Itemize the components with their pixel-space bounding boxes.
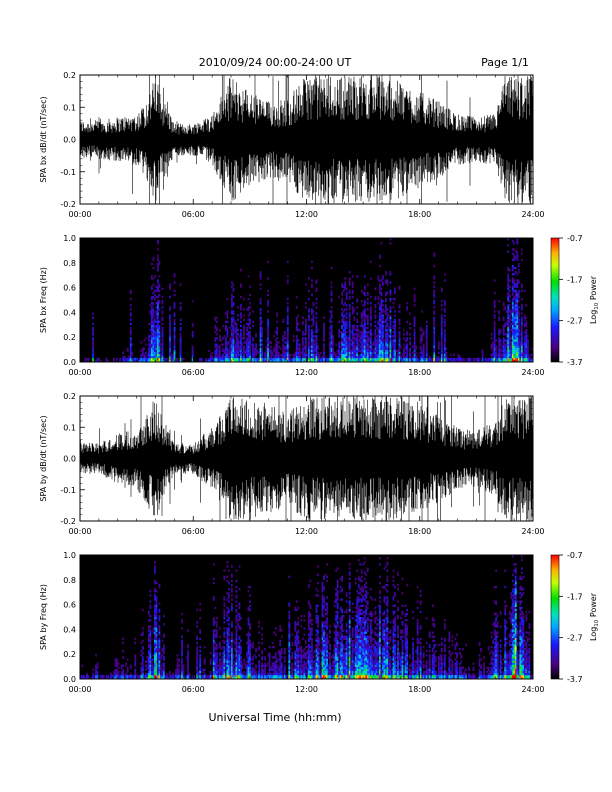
colorbar-bx: -0.7 -1.7 -2.7 -3.7 Log10 Power xyxy=(550,234,600,367)
panel-2-x-tick-label: 00:00 xyxy=(68,368,91,377)
panel-3-y-tick-label: -0.1 xyxy=(60,486,76,495)
panel-4-y-tick-label: 0.0 xyxy=(63,675,76,684)
panel-4-plot-area xyxy=(80,555,533,679)
panel-3-y-tick-label: 0.1 xyxy=(63,423,76,432)
colorbar-tick-label: -0.7 xyxy=(567,551,583,560)
panels: 00:00 06:00 12:00 18:00 24:00 0.2 0.1 0.0 -0.1 -0… xyxy=(39,71,545,694)
colorbar-tick-label: -1.7 xyxy=(567,592,583,601)
panel-1-y-axis-label: SPA bx dB/dt (nT/sec) xyxy=(39,96,48,182)
colorbar-tick-label: -2.7 xyxy=(567,634,583,643)
panel-2-y-tick-label: 0.6 xyxy=(63,284,76,293)
panel-3-plot-area xyxy=(80,396,533,521)
panel-1-x-tick-label: 24:00 xyxy=(521,210,544,219)
panel-4-x-tick-label: 24:00 xyxy=(521,685,544,694)
panel-4-x-tick-label: 18:00 xyxy=(408,685,431,694)
panel-1-x-tick-label: 06:00 xyxy=(182,210,205,219)
colorbar-tick-label: -2.7 xyxy=(567,317,583,326)
colorbar-bx-label: Log10 Power xyxy=(589,275,600,324)
panel-2-plot-area xyxy=(80,238,533,362)
colorbar-tick-label: -3.7 xyxy=(567,675,583,684)
panel-2-y-tick-label: 1.0 xyxy=(63,234,76,243)
panel-4-x-tick-label: 12:00 xyxy=(295,685,318,694)
panel-2-x-tick-label: 06:00 xyxy=(182,368,205,377)
panel-2-y-tick-label: 0.4 xyxy=(63,308,76,317)
x-axis-label: Universal Time (hh:mm) xyxy=(209,711,342,724)
panel-3-x-tick-label: 06:00 xyxy=(182,527,205,536)
panel-2-x-tick-label: 18:00 xyxy=(408,368,431,377)
panel-4-x-tick-label: 00:00 xyxy=(68,685,91,694)
colorbar-by-label: Log10 Power xyxy=(589,592,600,641)
colorbar-bx-ticks: -0.7 -1.7 -2.7 -3.7 xyxy=(559,234,583,367)
panel-3: 00:00 06:00 12:00 18:00 24:00 0.2 0.1 0.0 -0.1 -0… xyxy=(39,392,545,536)
panel-3-y-tick-label: -0.2 xyxy=(60,517,76,526)
colorbar-by-ticks: -0.7 -1.7 -2.7 -3.7 xyxy=(559,551,583,684)
panel-2-y-tick-label: 0.0 xyxy=(63,358,76,367)
panel-4-y-tick-label: 0.8 xyxy=(63,576,76,585)
panel-3-y-axis-label: SPA by dB/dt (nT/sec) xyxy=(39,415,48,501)
panel-1-x-tick-label: 18:00 xyxy=(408,210,431,219)
panel-3-trace xyxy=(80,396,533,521)
panel-1-y-tick-label: -0.2 xyxy=(60,200,76,209)
panel-2-x-tick-label: 12:00 xyxy=(295,368,318,377)
colorbar-by: -0.7 -1.7 -2.7 -3.7 Log10 Power xyxy=(550,551,600,684)
panel-2-y-tick-label: 0.2 xyxy=(63,333,76,342)
panel-2-y-axis-label: SPA bx Freq (Hz) xyxy=(39,267,48,333)
panel-4: 00:00 06:00 12:00 18:00 24:00 1.0 0.8 0.6 0.4 0.2… xyxy=(39,551,545,694)
panel-1-y-tick-label: 0.1 xyxy=(63,103,76,112)
panel-3-x-tick-label: 00:00 xyxy=(68,527,91,536)
colorbar-tick-label: -0.7 xyxy=(567,234,583,243)
panel-3-y-tick-label: 0.0 xyxy=(63,455,76,464)
colorbar-tick-label: -1.7 xyxy=(567,275,583,284)
panel-1-x-tick-label: 00:00 xyxy=(68,210,91,219)
colorbar-bx-scale xyxy=(550,237,560,363)
panel-3-x-tick-label: 12:00 xyxy=(295,527,318,536)
panel-3-y-tick-label: 0.2 xyxy=(63,392,76,401)
panel-3-x-tick-label: 24:00 xyxy=(521,527,544,536)
panel-1-y-tick-label: 0.2 xyxy=(63,71,76,80)
panel-3-x-tick-label: 18:00 xyxy=(408,527,431,536)
panel-1-x-tick-label: 12:00 xyxy=(295,210,318,219)
colorbar-tick-label: -3.7 xyxy=(567,358,583,367)
panel-1-plot-area xyxy=(80,75,533,204)
panel-1-y-tick-label: 0.0 xyxy=(63,136,76,145)
page-indicator: Page 1/1 xyxy=(481,56,529,69)
panel-1-y-tick-label: -0.1 xyxy=(60,168,76,177)
panel-4-y-axis-label: SPA by Freq (Hz) xyxy=(39,584,48,650)
panel-4-y-tick-label: 1.0 xyxy=(63,551,76,560)
panel-4-x-tick-label: 06:00 xyxy=(182,685,205,694)
panel-2-x-tick-label: 24:00 xyxy=(521,368,544,377)
panel-4-y-tick-label: 0.4 xyxy=(63,625,76,634)
panel-2-y-tick-label: 0.8 xyxy=(63,259,76,268)
chart-title: 2010/09/24 00:00-24:00 UT xyxy=(199,56,352,69)
panel-4-y-tick-label: 0.6 xyxy=(63,601,76,610)
colorbar-by-scale xyxy=(550,554,560,680)
panel-4-y-tick-label: 0.2 xyxy=(63,650,76,659)
panel-1-trace xyxy=(80,75,533,204)
panel-2: 00:00 06:00 12:00 18:00 24:00 1.0 0.8 0.6 0.4 0.2… xyxy=(39,234,545,377)
panel-1: 00:00 06:00 12:00 18:00 24:00 0.2 0.1 0.0 -0.1 -0… xyxy=(39,71,545,219)
